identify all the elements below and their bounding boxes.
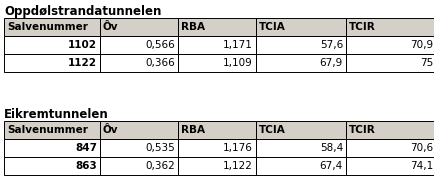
Text: 0,366: 0,366 — [145, 58, 174, 68]
Bar — [178, 139, 256, 157]
Text: 0,535: 0,535 — [145, 143, 174, 153]
Text: 0,566: 0,566 — [145, 40, 174, 50]
Bar — [178, 157, 256, 175]
Bar — [256, 139, 345, 157]
Text: 1,171: 1,171 — [223, 40, 253, 50]
Bar — [345, 157, 434, 175]
Bar — [256, 18, 345, 36]
Bar — [4, 18, 100, 36]
Bar — [345, 36, 434, 54]
Text: 67,9: 67,9 — [319, 58, 342, 68]
Bar — [4, 121, 100, 139]
Bar — [256, 36, 345, 54]
Bar — [4, 54, 100, 72]
Text: Salvenummer: Salvenummer — [7, 22, 88, 32]
Text: 1102: 1102 — [68, 40, 97, 50]
Text: Oppdølstrandatunnelen: Oppdølstrandatunnelen — [4, 5, 161, 18]
Text: TCIR: TCIR — [348, 22, 375, 32]
Bar — [100, 36, 178, 54]
Bar — [100, 157, 178, 175]
Text: 58,4: 58,4 — [319, 143, 342, 153]
Text: 1,109: 1,109 — [223, 58, 253, 68]
Text: 70,6: 70,6 — [409, 143, 432, 153]
Bar — [178, 36, 256, 54]
Bar — [100, 121, 178, 139]
Bar — [345, 54, 434, 72]
Bar — [178, 121, 256, 139]
Text: 75: 75 — [419, 58, 432, 68]
Text: 0,362: 0,362 — [145, 161, 174, 171]
Text: 1,122: 1,122 — [223, 161, 253, 171]
Bar — [178, 18, 256, 36]
Bar — [100, 18, 178, 36]
Text: TCIA: TCIA — [258, 22, 285, 32]
Bar — [178, 54, 256, 72]
Bar — [256, 121, 345, 139]
Text: Salvenummer: Salvenummer — [7, 125, 88, 135]
Bar — [345, 18, 434, 36]
Text: TCIA: TCIA — [258, 125, 285, 135]
Text: 67,4: 67,4 — [319, 161, 342, 171]
Text: Ôv: Ôv — [103, 22, 118, 32]
Text: 57,6: 57,6 — [319, 40, 342, 50]
Bar — [100, 139, 178, 157]
Bar — [4, 139, 100, 157]
Text: TCIR: TCIR — [348, 125, 375, 135]
Text: RBA: RBA — [181, 125, 204, 135]
Text: 1122: 1122 — [68, 58, 97, 68]
Text: Ôv: Ôv — [103, 125, 118, 135]
Text: RBA: RBA — [181, 22, 204, 32]
Bar — [256, 54, 345, 72]
Bar — [4, 36, 100, 54]
Bar — [256, 157, 345, 175]
Text: 74,1: 74,1 — [409, 161, 432, 171]
Text: 1,176: 1,176 — [223, 143, 253, 153]
Text: 847: 847 — [75, 143, 97, 153]
Text: Eikremtunnelen: Eikremtunnelen — [4, 108, 108, 121]
Bar — [100, 54, 178, 72]
Text: 70,9: 70,9 — [409, 40, 432, 50]
Text: 863: 863 — [75, 161, 97, 171]
Bar — [345, 139, 434, 157]
Bar — [4, 157, 100, 175]
Bar — [345, 121, 434, 139]
